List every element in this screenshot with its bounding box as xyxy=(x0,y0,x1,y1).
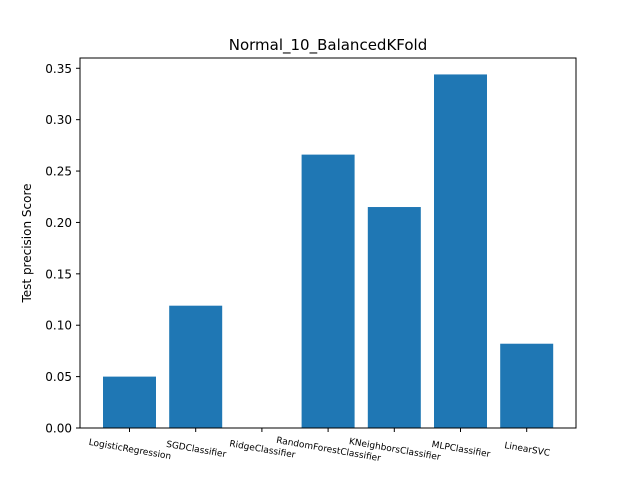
y-tick-label: 0.05 xyxy=(45,370,72,384)
x-tick-label: SGDClassifier xyxy=(165,440,227,460)
bar-LinearSVC xyxy=(500,343,554,428)
bars-group xyxy=(103,74,554,429)
y-tick-label: 0.20 xyxy=(45,216,72,230)
y-axis-label: Test precision Score xyxy=(20,183,34,303)
bar-KNeighborsClassifier xyxy=(367,207,421,428)
plot-frame xyxy=(79,57,577,429)
bar-RandomForestClassifier xyxy=(301,154,355,429)
bar-SGDClassifier xyxy=(169,305,223,428)
bar-MLPClassifier xyxy=(434,74,487,428)
y-tick-label: 0.00 xyxy=(45,422,72,436)
x-tick-label: LogisticRegression xyxy=(88,438,172,462)
y-tick-label: 0.10 xyxy=(45,319,72,333)
y-ticks-group: 0.00 0.05 0.10 0.15 0.20 0.25 0.30 0.35 xyxy=(45,62,80,436)
bar-LogisticRegression xyxy=(103,376,156,428)
x-tick-label: LinearSVC xyxy=(503,441,550,459)
y-tick-label: 0.30 xyxy=(45,113,72,127)
y-tick-label: 0.15 xyxy=(45,267,72,281)
chart-title: Normal_10_BalancedKFold xyxy=(229,36,428,55)
y-tick-label: 0.25 xyxy=(45,165,72,179)
y-tick-label: 0.35 xyxy=(45,62,72,76)
